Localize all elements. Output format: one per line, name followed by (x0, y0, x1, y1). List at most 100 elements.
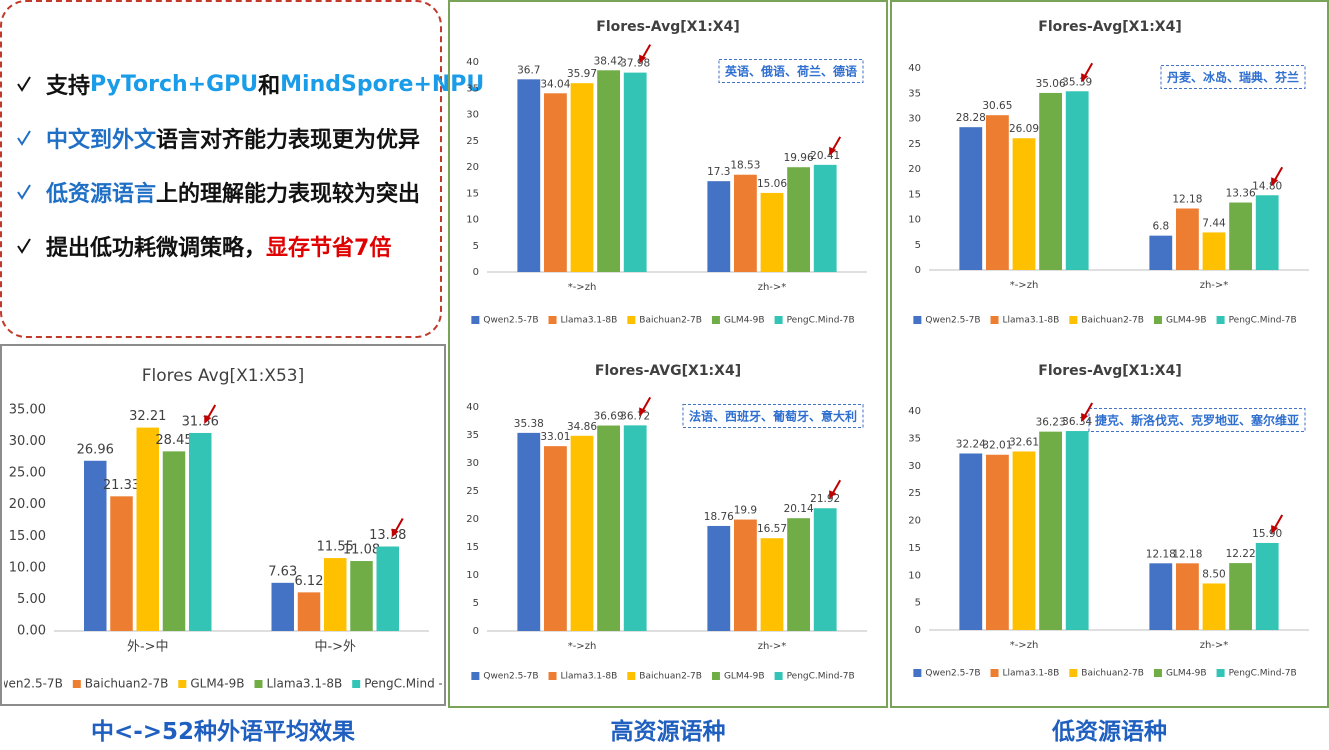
bullet-text: 和 (258, 74, 281, 99)
value-label: 32.21 (129, 409, 166, 424)
value-label: 36.34 (1062, 416, 1092, 428)
x-tick-label: *->zh (1010, 280, 1039, 291)
legend-label: GLM4-9B (1166, 316, 1207, 326)
value-label: 18.76 (704, 511, 734, 523)
legend-label: PengC.Mind-7B (787, 672, 855, 682)
value-label: 13.38 (369, 528, 406, 543)
highlight-arrow (831, 136, 842, 152)
y-tick-label: 0.00 (17, 624, 46, 639)
chart-title: Flores-AVG[X1:X4] (595, 363, 741, 379)
bullet: 支持 PyTorch+GPU 和 MindSpore+NPU (16, 68, 484, 100)
legend-label: PengC.Mind -7B (364, 677, 442, 691)
x-tick-label: 外->中 (127, 640, 169, 655)
x-tick-label: zh->* (1200, 280, 1229, 291)
highlight-arrow (641, 396, 652, 412)
chart: Flores-Avg[X1:X4] 0 5 10 15 20 25 30 35 40 英语、俄语、荷… (466, 19, 867, 326)
bar (813, 508, 837, 631)
highlight-arrow (393, 518, 404, 534)
check-icon (17, 184, 31, 200)
bar (110, 496, 133, 631)
y-tick-label: 20 (466, 162, 479, 173)
annotation: 丹麦、冰岛、瑞典、芬兰 (1167, 70, 1299, 85)
legend-label: Qwen2.5-7B (4, 677, 63, 691)
legend-label: Qwen2.5-7B (483, 316, 538, 326)
legend-swatch (990, 669, 999, 677)
highlight-arrow (1273, 166, 1284, 182)
legend-swatch (1069, 669, 1078, 677)
y-tick-label: 20 (908, 164, 921, 175)
y-tick-label: 25.00 (9, 466, 46, 481)
bar (707, 525, 731, 631)
y-tick-label: 20 (908, 516, 921, 527)
legend-swatch (711, 672, 720, 680)
value-label: 19.96 (784, 152, 814, 164)
bar (959, 127, 983, 270)
y-tick-label: 10 (466, 570, 479, 581)
bar (959, 453, 983, 630)
bar (1202, 583, 1226, 630)
x-tick-label: *->zh (1010, 640, 1039, 651)
y-tick-label: 40 (908, 63, 921, 74)
highlight-arrow (641, 44, 652, 60)
bar (570, 435, 594, 631)
highlight-arrow-head (1081, 73, 1089, 83)
value-label: 18.53 (730, 160, 760, 172)
annotation-box (1088, 408, 1306, 432)
value-label: 36.72 (620, 410, 650, 422)
highlight-arrow-head (391, 528, 399, 538)
bar (734, 174, 757, 272)
y-tick-label: 30 (908, 114, 921, 125)
annotation: 捷克、斯洛伐克、克罗地亚、塞尔维亚 (1095, 413, 1299, 428)
x-tick-label: zh->* (758, 641, 787, 652)
value-label: 6.12 (295, 574, 324, 589)
x-tick-label: *->zh (568, 282, 597, 293)
y-tick-label: 5 (473, 598, 479, 609)
value-label: 35.38 (514, 418, 544, 430)
legend-label: Qwen2.5-7B (925, 316, 980, 326)
legend-label: PengC.Mind-7B (1229, 316, 1297, 326)
bar (1149, 235, 1173, 270)
y-tick-label: 15 (466, 542, 479, 553)
legend-label: Baichuan2-7B (1081, 669, 1144, 679)
y-tick-label: 10.00 (9, 560, 46, 575)
value-label: 12.18 (1146, 548, 1176, 560)
y-tick-label: 10 (466, 215, 479, 226)
value-label: 32.01 (982, 440, 1012, 452)
x-tick-label: 中->外 (314, 640, 356, 655)
bar (136, 427, 159, 631)
value-label: 19.9 (734, 505, 757, 517)
legend-label: Baichuan2-7B (639, 672, 702, 682)
y-tick-label: 15 (908, 189, 921, 200)
y-tick-label: 5.00 (17, 592, 46, 607)
legend-swatch (1216, 669, 1225, 677)
y-tick-label: 10 (908, 570, 921, 581)
value-label: 28.28 (956, 112, 986, 124)
chart: Flores-Avg[X1:X4] 0 5 10 15 20 25 30 35 40 丹麦、冰岛、瑞… (908, 19, 1309, 326)
bullet-highlight: MindSpore+NPU (280, 71, 485, 97)
y-tick-label: 35 (466, 83, 479, 94)
highlight-arrow-head (1081, 413, 1089, 423)
highlight-arrow (1273, 514, 1284, 530)
y-tick-label: 40 (908, 406, 921, 417)
value-label: 20.14 (784, 503, 814, 515)
legend-label: Llama3.1-8B (561, 672, 618, 682)
y-tick-label: 30 (466, 110, 479, 121)
bar (517, 432, 541, 631)
value-label: 37.98 (620, 58, 650, 70)
legend-swatch (471, 316, 480, 324)
y-tick-label: 15 (466, 188, 479, 199)
bar (1229, 202, 1252, 270)
legend-swatch (548, 672, 557, 680)
highlight-arrow-head (204, 414, 212, 424)
y-tick-label: 25 (466, 136, 479, 147)
annotation-box (1160, 65, 1306, 89)
bar (1255, 542, 1279, 630)
check-icon (17, 130, 31, 146)
value-label: 12.18 (1172, 548, 1202, 560)
x-tick-label: zh->* (758, 282, 787, 293)
legend-label: GLM4-9B (724, 316, 765, 326)
legend-swatch (774, 672, 783, 680)
legend-label: Baichuan2-7B (1081, 316, 1144, 326)
caption: 中<->52种外语平均效果 (90, 719, 356, 745)
legend-swatch (711, 316, 720, 324)
